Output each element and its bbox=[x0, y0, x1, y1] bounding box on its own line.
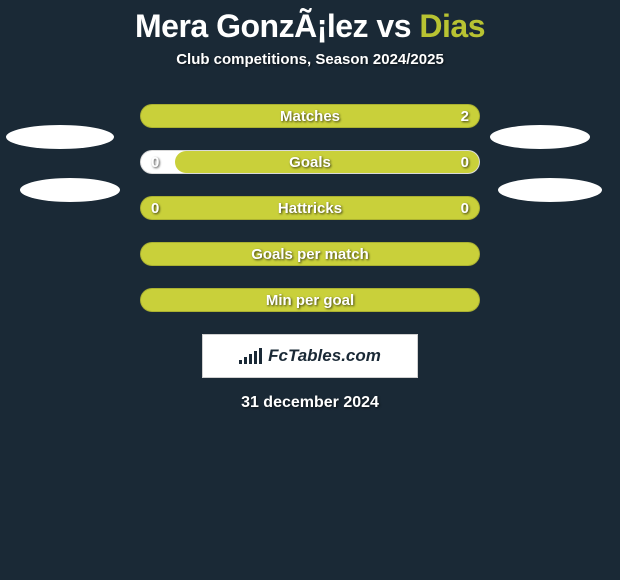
stat-value-right: 2 bbox=[461, 108, 469, 125]
stat-row: Goals 0 0 bbox=[140, 150, 480, 174]
comparison-content: Matches 2 Goals 0 0 Hattricks 0 0 Goals per matc… bbox=[0, 104, 620, 412]
stat-label: Matches bbox=[280, 108, 340, 125]
stat-label: Hattricks bbox=[278, 200, 342, 217]
stat-row: Goals per match bbox=[140, 242, 480, 266]
stat-value-left: 0 bbox=[151, 154, 159, 171]
stat-value-right: 0 bbox=[461, 154, 469, 171]
stat-row: Min per goal bbox=[140, 288, 480, 312]
title-player2: Dias bbox=[419, 8, 485, 44]
title-vs: vs bbox=[368, 8, 419, 44]
stat-value-right: 0 bbox=[461, 200, 469, 217]
barchart-icon bbox=[239, 348, 262, 364]
title-player1: Mera GonzÃ¡lez bbox=[135, 8, 368, 44]
stat-rows: Matches 2 Goals 0 0 Hattricks 0 0 Goals per matc… bbox=[140, 104, 480, 312]
stat-value-left: 0 bbox=[151, 200, 159, 217]
date-line: 31 december 2024 bbox=[0, 394, 620, 412]
stat-label: Goals per match bbox=[251, 246, 369, 263]
side-ellipse bbox=[20, 178, 120, 202]
subtitle: Club competitions, Season 2024/2025 bbox=[0, 51, 620, 68]
side-ellipse bbox=[498, 178, 602, 202]
logo-text: FcTables.com bbox=[268, 346, 381, 366]
stat-row: Matches 2 bbox=[140, 104, 480, 128]
side-ellipse bbox=[6, 125, 114, 149]
stat-label: Goals bbox=[289, 154, 331, 171]
page-title: Mera GonzÃ¡lez vs Dias bbox=[0, 0, 620, 45]
logo-box: FcTables.com bbox=[202, 334, 418, 378]
stat-label: Min per goal bbox=[266, 292, 354, 309]
side-ellipse bbox=[490, 125, 590, 149]
stat-row: Hattricks 0 0 bbox=[140, 196, 480, 220]
